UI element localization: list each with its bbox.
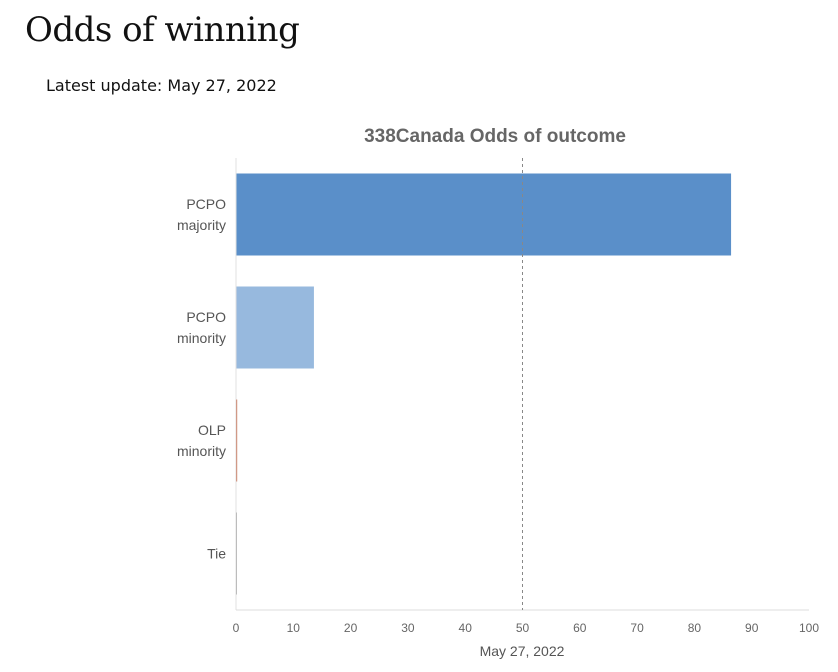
- category-label-0-line-0: PCPO: [186, 196, 226, 212]
- bar-1: [236, 286, 314, 369]
- x-tick-label-70: 70: [630, 621, 644, 635]
- chart-title: 338Canada Odds of outcome: [364, 126, 626, 147]
- bar-2: [236, 399, 238, 482]
- x-tick-label-80: 80: [688, 621, 702, 635]
- x-axis-label: May 27, 2022: [480, 643, 565, 659]
- category-label-1: PCPO minority: [177, 309, 226, 346]
- x-tick-label-0: 0: [233, 621, 240, 635]
- x-tick-label-40: 40: [459, 621, 473, 635]
- category-label-1-line-0: PCPO: [186, 309, 226, 325]
- x-tick-label-100: 100: [799, 621, 819, 635]
- category-label-2-line-1: minority: [177, 443, 226, 459]
- category-label-2-line-0: OLP: [198, 422, 226, 438]
- bar-0: [236, 173, 732, 256]
- category-label-3: Tie: [207, 546, 226, 562]
- category-label-0-line-1: majority: [177, 217, 226, 233]
- x-tick-label-50: 50: [516, 621, 530, 635]
- latest-update-text: Latest update: May 27, 2022: [46, 76, 277, 95]
- x-tick-label-20: 20: [344, 621, 358, 635]
- category-label-0: PCPO majority: [177, 196, 226, 233]
- page-title: Odds of winning: [25, 10, 300, 50]
- category-label-2: OLP minority: [177, 422, 226, 459]
- x-tick-label-90: 90: [745, 621, 759, 635]
- category-label-1-line-1: minority: [177, 330, 226, 346]
- x-tick-label-30: 30: [401, 621, 415, 635]
- x-tick-label-10: 10: [287, 621, 301, 635]
- category-label-3-line-0: Tie: [207, 546, 226, 562]
- x-tick-label-60: 60: [573, 621, 587, 635]
